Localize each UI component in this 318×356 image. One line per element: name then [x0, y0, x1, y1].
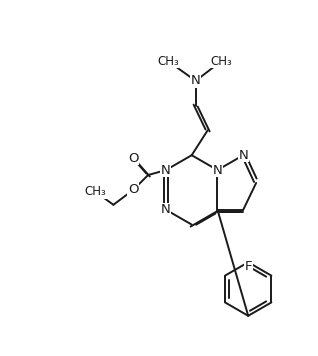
Text: CH₃: CH₃	[85, 185, 107, 198]
Text: N: N	[191, 74, 201, 87]
Text: CH₃: CH₃	[157, 54, 179, 68]
Text: O: O	[128, 183, 138, 197]
Text: N: N	[161, 203, 171, 216]
Text: N: N	[238, 149, 248, 162]
Text: O: O	[128, 152, 138, 165]
Text: N: N	[161, 163, 171, 177]
Text: CH₃: CH₃	[211, 54, 232, 68]
Text: N: N	[213, 163, 222, 177]
Text: F: F	[245, 260, 252, 273]
